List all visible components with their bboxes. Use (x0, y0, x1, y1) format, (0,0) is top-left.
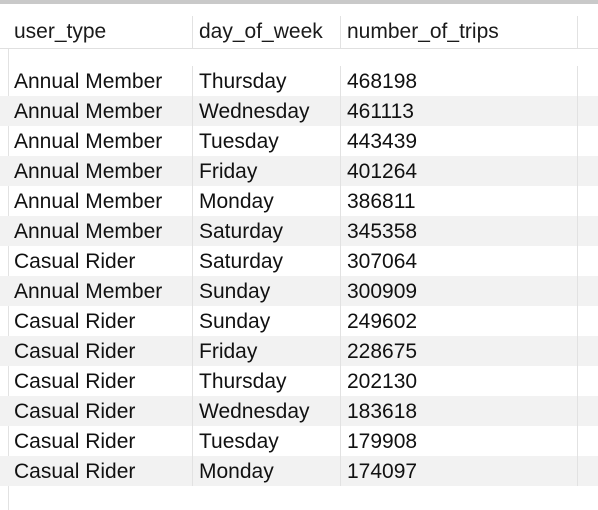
cell-number-of-trips[interactable]: 443439 (341, 126, 578, 156)
grid-left-line (8, 16, 9, 510)
cell-number-of-trips[interactable]: 345358 (341, 216, 578, 246)
cell-day-of-week[interactable]: Thursday (193, 366, 341, 396)
table-row[interactable]: Casual Rider Wednesday 183618 (0, 396, 598, 426)
cell-user-type[interactable]: Annual Member (0, 96, 193, 126)
cell-day-of-week[interactable]: Saturday (193, 216, 341, 246)
table-row[interactable]: Casual Rider Sunday 249602 (0, 306, 598, 336)
cell-filler (578, 426, 598, 456)
cell-filler (578, 366, 598, 396)
cell-day-of-week[interactable]: Wednesday (193, 396, 341, 426)
cell-number-of-trips[interactable]: 249602 (341, 306, 578, 336)
cell-filler (578, 276, 598, 306)
cell-user-type[interactable]: Casual Rider (0, 366, 193, 396)
cell-filler (578, 186, 598, 216)
cell-number-of-trips[interactable]: 386811 (341, 186, 578, 216)
cell-filler (578, 456, 598, 486)
cell-day-of-week[interactable]: Wednesday (193, 96, 341, 126)
cell-day-of-week[interactable]: Sunday (193, 306, 341, 336)
cell-number-of-trips[interactable]: 461113 (341, 96, 578, 126)
column-header-day-of-week[interactable]: day_of_week (193, 16, 341, 48)
cell-user-type[interactable]: Casual Rider (0, 246, 193, 276)
table-row[interactable]: Annual Member Saturday 345358 (0, 216, 598, 246)
cell-day-of-week[interactable]: Sunday (193, 276, 341, 306)
cell-day-of-week[interactable]: Friday (193, 156, 341, 186)
cell-day-of-week[interactable]: Thursday (193, 66, 341, 96)
table-row[interactable]: Casual Rider Monday 174097 (0, 456, 598, 486)
cell-user-type[interactable]: Casual Rider (0, 306, 193, 336)
cell-user-type[interactable]: Casual Rider (0, 336, 193, 366)
cell-user-type[interactable]: Casual Rider (0, 426, 193, 456)
cell-filler (578, 66, 598, 96)
cell-number-of-trips[interactable]: 202130 (341, 366, 578, 396)
cell-user-type[interactable]: Casual Rider (0, 456, 193, 486)
cell-user-type[interactable]: Annual Member (0, 216, 193, 246)
table-row[interactable]: Casual Rider Saturday 307064 (0, 246, 598, 276)
cell-day-of-week[interactable]: Monday (193, 456, 341, 486)
cell-number-of-trips[interactable]: 174097 (341, 456, 578, 486)
cell-number-of-trips[interactable]: 300909 (341, 276, 578, 306)
table-row[interactable]: Casual Rider Tuesday 179908 (0, 426, 598, 456)
table-row[interactable]: Annual Member Tuesday 443439 (0, 126, 598, 156)
cell-user-type[interactable]: Annual Member (0, 66, 193, 96)
cell-filler (578, 156, 598, 186)
grid-top-border (0, 0, 598, 4)
cell-user-type[interactable]: Casual Rider (0, 396, 193, 426)
table-row[interactable]: Annual Member Monday 386811 (0, 186, 598, 216)
cell-number-of-trips[interactable]: 183618 (341, 396, 578, 426)
column-header-number-of-trips[interactable]: number_of_trips (341, 16, 578, 48)
cell-number-of-trips[interactable]: 401264 (341, 156, 578, 186)
cell-number-of-trips[interactable]: 468198 (341, 66, 578, 96)
cell-number-of-trips[interactable]: 179908 (341, 426, 578, 456)
cell-day-of-week[interactable]: Saturday (193, 246, 341, 276)
table-row[interactable]: Annual Member Wednesday 461113 (0, 96, 598, 126)
table-row[interactable]: Annual Member Sunday 300909 (0, 276, 598, 306)
table-row[interactable]: Casual Rider Friday 228675 (0, 336, 598, 366)
column-header-user-type[interactable]: user_type (0, 16, 193, 48)
table-row[interactable]: Annual Member Friday 401264 (0, 156, 598, 186)
cell-user-type[interactable]: Annual Member (0, 126, 193, 156)
cell-day-of-week[interactable]: Tuesday (193, 126, 341, 156)
table-row[interactable]: Casual Rider Thursday 202130 (0, 366, 598, 396)
cell-filler (578, 336, 598, 366)
grid-body: Annual Member Thursday 468198 Annual Member… (0, 66, 598, 486)
cell-filler (578, 306, 598, 336)
cell-day-of-week[interactable]: Monday (193, 186, 341, 216)
cell-filler (578, 216, 598, 246)
cell-filler (578, 246, 598, 276)
table-row[interactable]: Annual Member Thursday 468198 (0, 66, 598, 96)
cell-day-of-week[interactable]: Friday (193, 336, 341, 366)
header-separator (0, 48, 598, 49)
cell-user-type[interactable]: Annual Member (0, 156, 193, 186)
cell-user-type[interactable]: Annual Member (0, 276, 193, 306)
column-header-filler (578, 16, 598, 48)
cell-number-of-trips[interactable]: 228675 (341, 336, 578, 366)
cell-filler (578, 96, 598, 126)
grid-header: user_type day_of_week number_of_trips (0, 16, 598, 48)
cell-number-of-trips[interactable]: 307064 (341, 246, 578, 276)
cell-filler (578, 396, 598, 426)
cell-day-of-week[interactable]: Tuesday (193, 426, 341, 456)
cell-filler (578, 126, 598, 156)
cell-user-type[interactable]: Annual Member (0, 186, 193, 216)
